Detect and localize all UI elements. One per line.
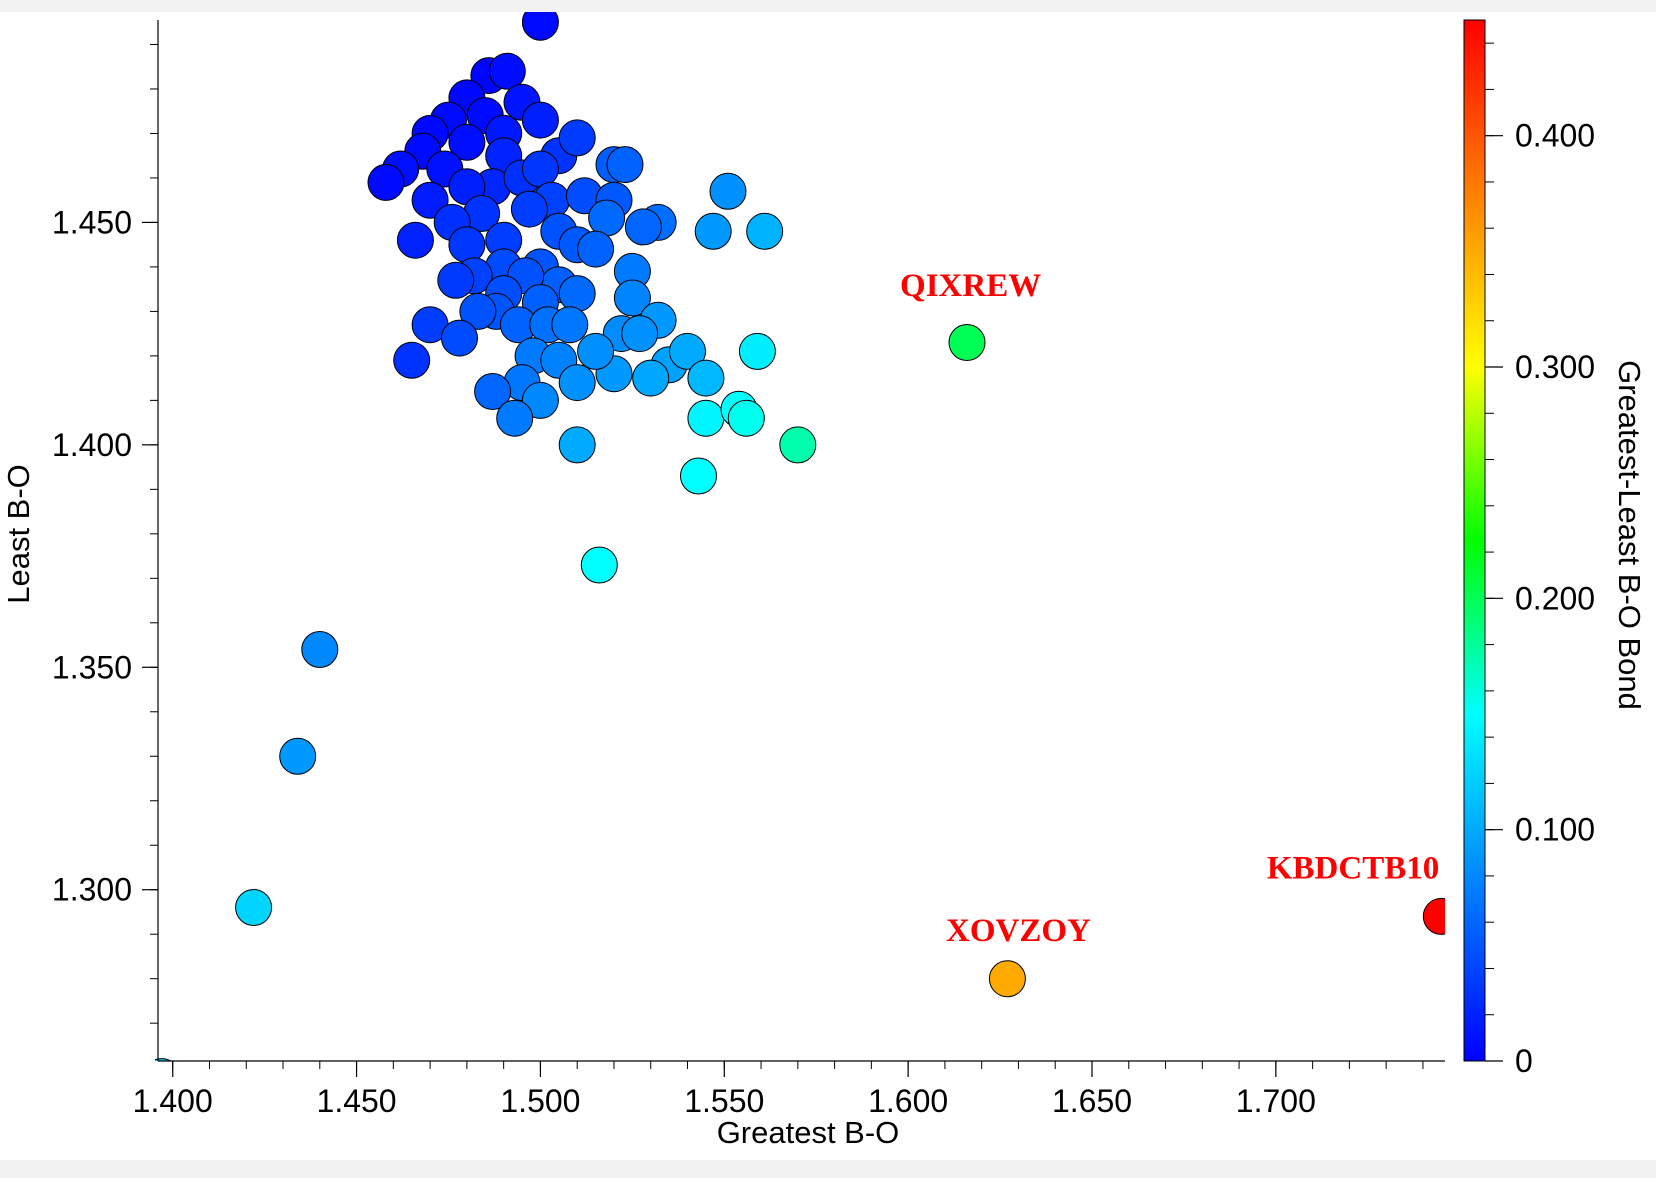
data-point: [279, 737, 317, 775]
data-point: [448, 226, 486, 264]
data-point: [694, 212, 732, 250]
data-point: [580, 546, 618, 584]
data-point: [746, 212, 784, 250]
data-point: [687, 399, 725, 437]
data-point: [613, 279, 651, 317]
data-point: [459, 292, 497, 330]
data-point: [551, 306, 589, 344]
y-tick-label: 1.400: [52, 427, 132, 463]
y-tick-label: 1.450: [52, 204, 132, 240]
data-point: [488, 52, 526, 90]
data-point: [738, 332, 776, 370]
data-point: [496, 399, 534, 437]
data-point: [727, 399, 765, 437]
colorbar-tick-label: 0.400: [1515, 118, 1595, 154]
data-point: [669, 332, 706, 370]
annotation-label: KBDCTB10: [1267, 851, 1439, 887]
data-point: [606, 146, 644, 184]
colorbar-tick-label: 0: [1515, 1043, 1533, 1079]
data-point: [521, 381, 559, 419]
data-point: [632, 359, 670, 397]
x-tick-label: 1.400: [133, 1083, 213, 1119]
x-tick-label: 1.450: [317, 1083, 397, 1119]
data-point: [521, 101, 559, 139]
x-tick-label: 1.700: [1236, 1083, 1316, 1119]
data-point: [411, 181, 449, 219]
data-point: [1422, 897, 1445, 935]
data-point: [948, 324, 986, 361]
data-point: [521, 150, 559, 188]
colorbar-title: Greatest-Least B-O Bond: [1612, 360, 1647, 710]
data-point: [393, 341, 431, 379]
annotations: QIXREW XOVZOY KBDCTB10: [900, 268, 1439, 949]
data-point: [437, 261, 475, 299]
x-axis-title: Greatest B-O: [717, 1115, 900, 1150]
data-point: [301, 631, 339, 668]
data-point: [510, 190, 548, 228]
data-point: [779, 426, 817, 464]
axes: 1.400 1.450 1.500 1.550 1.600 1.650 1.700 1.300…: [52, 20, 1445, 1119]
data-point: [558, 426, 596, 464]
colorbar-tick-label: 0.300: [1515, 349, 1595, 385]
colorbar-gradient: [1464, 20, 1485, 1061]
colorbar-tick-label: 0.100: [1515, 812, 1595, 848]
x-tick-label: 1.600: [868, 1083, 948, 1119]
data-point: [441, 319, 478, 357]
chart-frame: 1.400 1.450 1.500 1.550 1.600 1.650 1.700 1.300…: [0, 12, 1656, 1160]
data-point: [577, 332, 615, 370]
colorbar: 0 0.100 0.200 0.300 0.400: [1463, 19, 1595, 1079]
data-point: [558, 275, 596, 313]
data-point: [687, 359, 725, 397]
scatter-chart: 1.400 1.450 1.500 1.550 1.600 1.650 1.700 1.300…: [1, 12, 1647, 1150]
annotation-label: XOVZOY: [946, 913, 1091, 949]
data-point: [558, 364, 596, 402]
y-tick-label: 1.300: [52, 872, 132, 908]
data-point: [588, 199, 626, 237]
data-point: [521, 12, 559, 41]
x-tick-label: 1.650: [1052, 1083, 1132, 1119]
colorbar-border: [1463, 19, 1486, 1062]
data-point: [448, 123, 486, 161]
y-axis-title: Least B-O: [1, 464, 36, 604]
data-point: [680, 457, 717, 495]
data-point: [988, 960, 1026, 998]
data-point: [367, 163, 405, 201]
data-point: [621, 315, 659, 353]
data-point: [709, 172, 747, 210]
annotation-label: QIXREW: [900, 268, 1041, 304]
data-point: [474, 373, 512, 410]
colorbar-tick-label: 0.200: [1515, 580, 1595, 616]
data-point: [577, 230, 615, 268]
y-tick-label: 1.350: [52, 649, 132, 685]
data-point: [235, 889, 273, 926]
x-tick-label: 1.500: [500, 1083, 580, 1119]
data-point: [558, 119, 596, 157]
data-point: [396, 221, 434, 259]
x-tick-label: 1.550: [684, 1083, 764, 1119]
scatter-points: [155, 12, 1445, 1061]
data-point: [624, 208, 662, 246]
